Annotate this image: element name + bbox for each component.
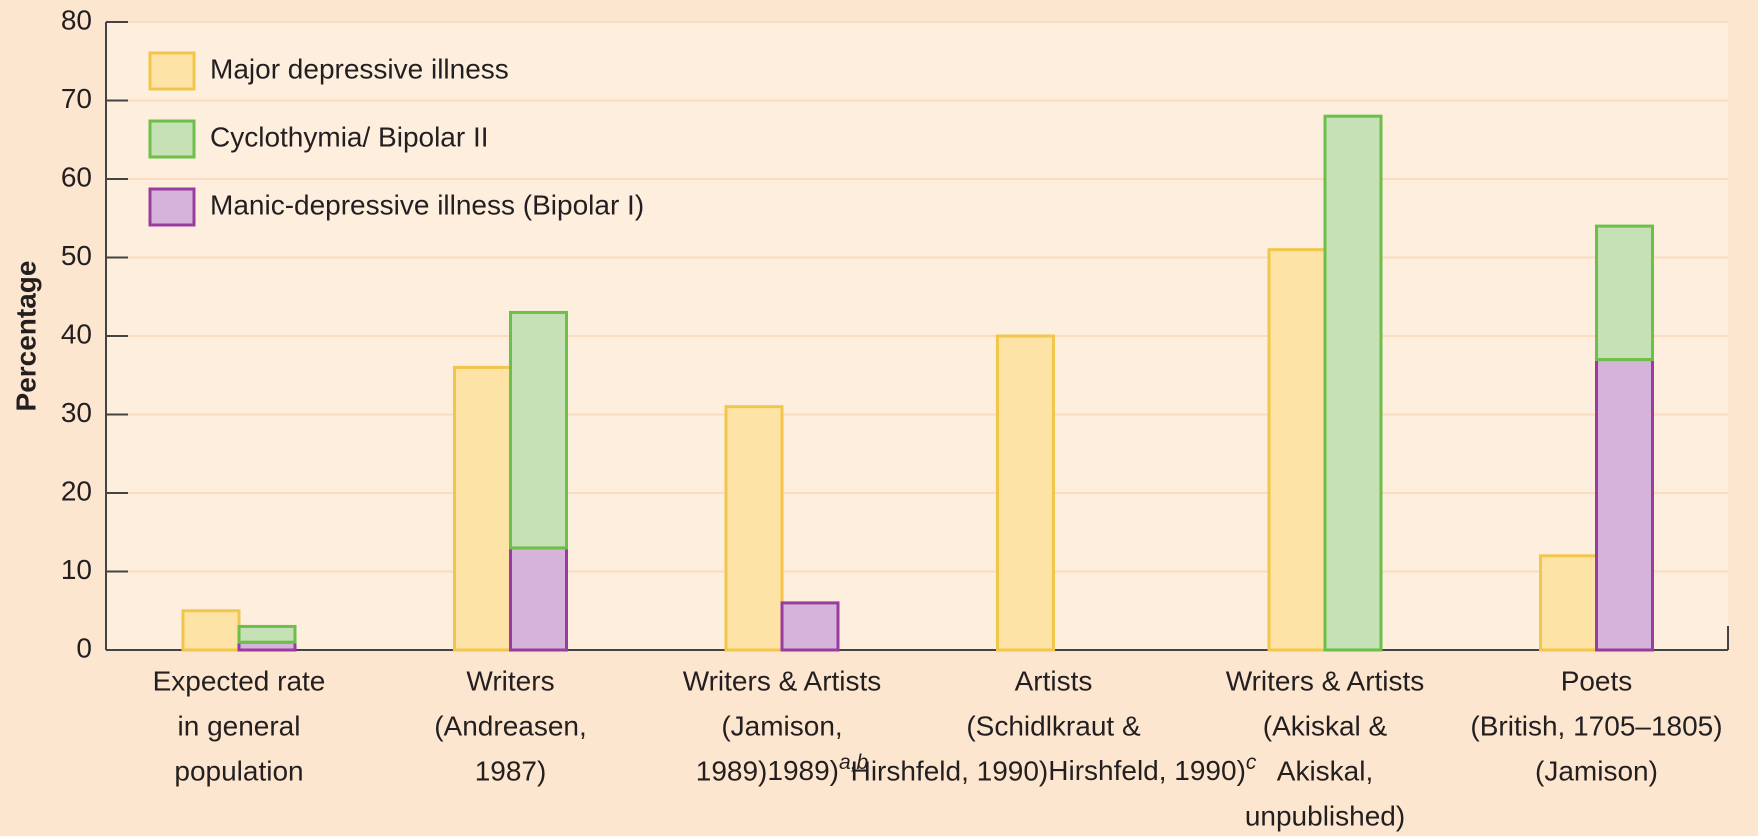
x-tick-label: (Jamison, (721, 710, 842, 741)
legend-label: Major depressive illness (210, 53, 509, 84)
legend-swatch (148, 187, 196, 227)
x-tick-label: unpublished) (1245, 800, 1405, 831)
bar (181, 609, 241, 652)
y-axis-label: Percentage (10, 261, 41, 412)
y-tick-label: 70 (61, 83, 92, 114)
y-tick-label: 50 (61, 240, 92, 271)
x-tick-label: population (174, 755, 303, 786)
bar (1323, 114, 1383, 652)
category-note: a,b (839, 751, 869, 774)
bar (996, 334, 1055, 652)
x-tick-label: (Andreasen, (434, 710, 587, 741)
x-tick-label: (Akiskal & (1263, 710, 1388, 741)
x-tick-label: (Schidlkraut & (966, 710, 1141, 741)
x-tick-label: Expected rate (153, 665, 326, 696)
bar (509, 310, 568, 550)
x-tick-label: Writers & Artists (1226, 665, 1425, 696)
bar (453, 365, 512, 652)
x-tick-label: Akiskal, (1277, 755, 1373, 786)
x-tick-label-text: Hirshfeld, 1990) (1048, 755, 1246, 786)
legend-swatch (148, 119, 196, 159)
x-tick-label: Artists (1015, 665, 1093, 696)
legend-swatch (148, 51, 196, 91)
bar (1267, 248, 1327, 652)
category-note: c (1246, 751, 1257, 774)
y-tick-label: 20 (61, 475, 92, 506)
x-tick-label: Hirshfeld, 1990)Hirshfeld, 1990)c (851, 751, 1257, 787)
x-tick-label: Poets (1561, 665, 1633, 696)
y-tick-label: 40 (61, 318, 92, 349)
bar (1595, 358, 1654, 652)
x-tick-label: 1987) (475, 755, 547, 786)
y-tick-label: 10 (61, 554, 92, 585)
y-tick-label: 30 (61, 397, 92, 428)
y-tick-label: 0 (76, 632, 92, 663)
bar (237, 624, 297, 644)
legend-label: Cyclothymia/ Bipolar II (210, 121, 489, 152)
y-tick-label: 80 (61, 4, 92, 35)
x-tick-label: in general (178, 710, 301, 741)
x-tick-label-text: 1989) (767, 755, 839, 786)
x-tick-label: (Jamison) (1535, 755, 1658, 786)
bar (1539, 554, 1598, 652)
bar (724, 405, 784, 652)
bar (509, 546, 568, 652)
bar (780, 601, 840, 652)
x-tick-label: (British, 1705–1805) (1470, 710, 1722, 741)
x-tick-label: Writers (466, 665, 554, 696)
x-tick-label: 1989)1989)a,b (696, 751, 869, 787)
bar (1595, 224, 1654, 362)
x-tick-label: Writers & Artists (683, 665, 882, 696)
legend-label: Manic-depressive illness (Bipolar I) (210, 189, 644, 220)
y-tick-label: 60 (61, 161, 92, 192)
